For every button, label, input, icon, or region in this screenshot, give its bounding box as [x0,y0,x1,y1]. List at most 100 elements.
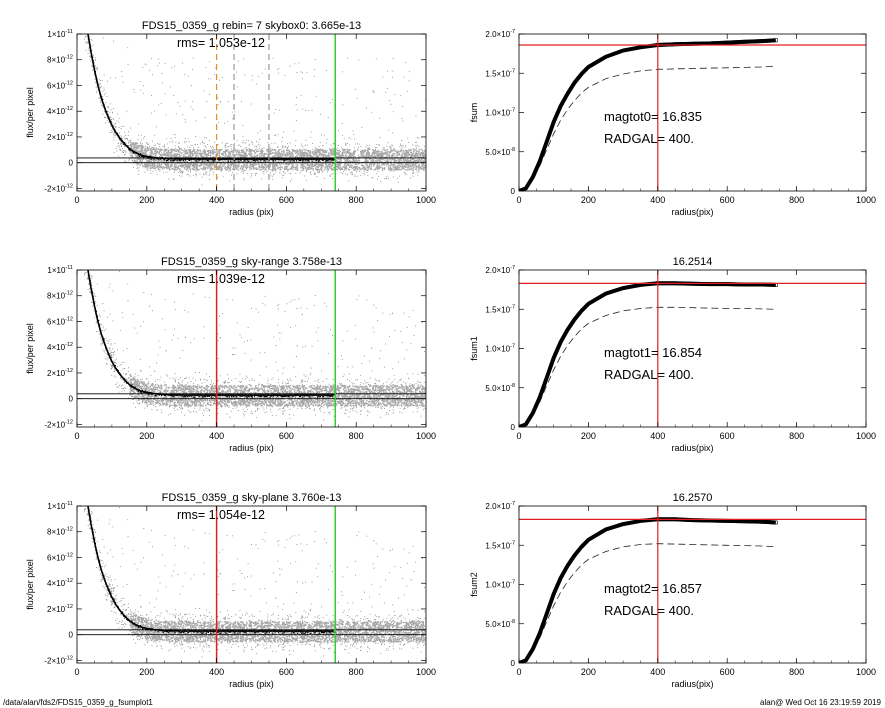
noise-point [406,150,408,151]
noise-point [109,77,111,79]
noise-point [160,103,162,104]
band-point [258,166,260,168]
profile-point [263,160,265,162]
noise-point [359,169,361,171]
noise-point [146,142,148,143]
noise-point [111,129,112,131]
noise-point [222,156,223,158]
noise-point [201,176,203,178]
noise-point [179,170,181,172]
noise-point [158,58,160,60]
band-point [356,167,359,170]
noise-point [347,155,349,157]
band-point [337,162,339,165]
noise-point [326,142,328,144]
band-point [154,159,156,161]
noise-point [159,159,160,161]
noise-point [89,29,90,30]
band-point [360,168,362,170]
band-point [410,160,412,162]
band-point [339,164,341,166]
band-point [296,149,298,151]
band-point [272,148,274,151]
noise-point [271,175,273,177]
band-point [401,156,404,158]
band-point [372,159,374,161]
noise-point [314,59,316,60]
noise-point [241,171,243,173]
band-point [236,165,239,167]
band-point [308,164,310,166]
band-point [340,156,343,158]
noise-point [147,169,148,171]
noise-point [96,68,98,70]
band-point [342,166,344,168]
band-point [130,141,132,143]
band-point [285,154,287,156]
noise-point [226,170,228,171]
noise-point [91,65,93,66]
band-point [283,167,285,170]
band-point [375,160,378,162]
noise-point [221,170,222,172]
noise-point [320,165,322,166]
band-point [179,148,181,150]
band-point [197,169,199,171]
noise-point [257,132,259,134]
band-point [333,169,335,171]
band-point [137,151,139,153]
noise-point [90,39,92,40]
band-point [331,153,333,155]
noise-point [411,166,412,168]
noise-point [110,120,112,122]
noise-point [267,142,269,144]
band-point [236,154,238,156]
band-point [394,168,396,171]
band-point [203,165,205,168]
noise-point [238,144,240,146]
noise-point [273,149,275,151]
profile-point [182,159,184,161]
band-point [139,161,141,163]
band-point [339,168,341,170]
noise-point [157,150,159,152]
profile-point [252,159,255,161]
band-point [250,168,252,170]
band-point [311,152,313,154]
band-point [421,168,423,170]
band-point [200,152,202,155]
band-point [311,151,313,153]
band-point [390,161,392,163]
band-point [318,169,320,171]
noise-point [143,152,145,153]
noise-point [117,113,118,115]
band-point [422,168,425,170]
band-point [304,165,306,168]
noise-point [315,146,317,148]
band-point [388,156,391,159]
band-point [214,166,216,168]
band-point [291,152,293,154]
band-point [396,156,399,158]
noise-point [224,145,226,147]
band-point [371,152,374,154]
band-point [279,164,281,166]
noise-point [228,170,230,172]
noise-point [160,165,162,167]
band-point [318,149,320,151]
band-point [264,167,266,169]
band-point [260,159,263,162]
noise-point [99,97,101,99]
noise-point [332,143,334,144]
noise-point [423,156,424,158]
noise-point [272,170,274,171]
band-point [275,156,277,158]
band-point [144,165,146,168]
band-point [153,149,155,151]
noise-point [210,161,211,162]
band-point [343,152,346,154]
band-point [309,163,311,165]
noise-point [376,173,378,174]
band-point [249,162,252,164]
noise-point [184,119,186,121]
